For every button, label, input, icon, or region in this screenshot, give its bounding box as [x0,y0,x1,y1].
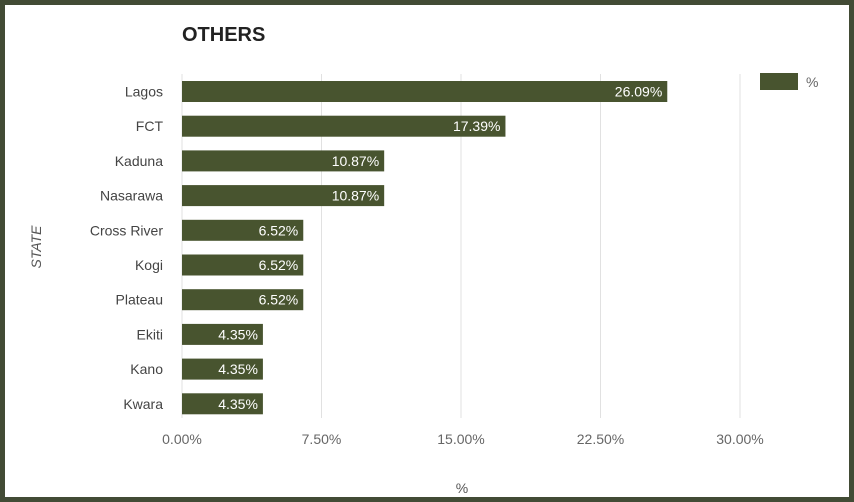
category-label: Kaduna [115,153,163,169]
x-axis-title: % [456,480,468,496]
bar [182,185,385,207]
bar [182,81,668,102]
category-label: Nasarawa [100,188,163,204]
bar [182,393,263,415]
bars: 26.09% 17.39% 10.87% 10.87% 6.52% 6.52% 6.52% 4… [182,81,668,415]
y-axis-title: STATE [28,225,44,269]
x-tick-labels: 0.00% 7.50% 15.00% 22.50% 30.00% [162,431,764,447]
category-label: Lagos [125,84,163,100]
category-label: Plateau [116,292,163,308]
category-labels: Lagos FCT Kaduna Nasarawa Cross River Kogi Pla… [90,84,164,412]
bar [182,150,385,172]
bar-value-label: 6.52% [259,292,299,308]
chart-title: OTHERS [182,24,265,46]
bar [182,219,304,241]
category-label: Kwara [123,396,163,412]
bar-value-label: 17.39% [453,118,500,134]
bar [182,115,506,137]
bar [182,358,263,380]
bar-value-label: 10.87% [332,188,379,204]
category-label: Kogi [135,257,163,273]
bar-value-label: 4.35% [218,361,258,377]
category-label: Cross River [90,222,163,238]
bar-value-label: 10.87% [332,153,379,169]
bar-value-label: 26.09% [615,84,662,100]
x-tick-label: 7.50% [302,431,342,447]
bar-value-label: 6.52% [259,222,299,238]
legend-label: % [806,74,818,90]
category-label: Kano [130,361,163,377]
legend: % [760,73,818,90]
category-label: Ekiti [137,326,163,342]
x-tick-label: 22.50% [577,431,624,447]
x-tick-label: 15.00% [437,431,484,447]
x-tick-label: 0.00% [162,431,202,447]
bar-value-label: 6.52% [259,257,299,273]
x-tick-label: 30.00% [716,431,763,447]
bar-value-label: 4.35% [218,326,258,342]
bar [182,323,263,345]
category-label: FCT [136,118,164,134]
bar [182,254,304,276]
legend-swatch [760,73,798,90]
bar-value-label: 4.35% [218,396,258,412]
bar [182,289,304,311]
